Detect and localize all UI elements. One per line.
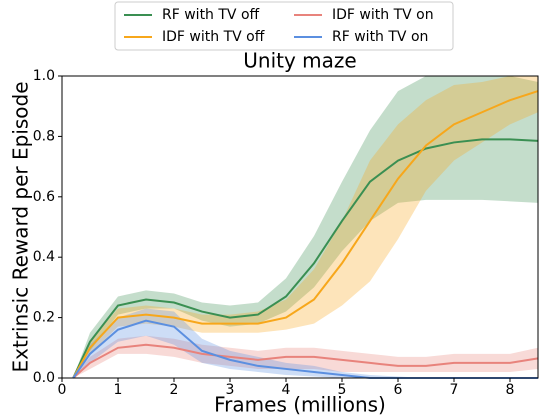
line (72, 343, 539, 379)
x-tick-label: 6 (394, 382, 403, 398)
line (72, 90, 539, 379)
x-tick-label: 3 (226, 382, 235, 398)
y-tick-label: 0.8 (33, 128, 55, 144)
y-tick-label: 0.4 (33, 249, 55, 265)
y-tick-label: 0.2 (33, 310, 55, 326)
legend-box (114, 1, 454, 51)
x-tick-label: 5 (338, 382, 347, 398)
x-tick-label: 7 (450, 382, 459, 398)
legend-text: RF with TV on (332, 29, 428, 45)
y-tick-label: 1.0 (33, 68, 55, 84)
y-tick-label: 0.6 (33, 189, 55, 205)
chart-title: Unity maze (243, 49, 356, 73)
x-tick-label: 2 (170, 382, 179, 398)
plot-frame (61, 75, 539, 379)
x-axis-label: Frames (millions) (214, 393, 386, 417)
x-tick-label: 8 (506, 382, 515, 398)
y-tick-label: 0.0 (33, 370, 55, 386)
x-tick-label: 1 (114, 382, 123, 398)
legend-text: RF with TV off (162, 7, 260, 23)
y-axis-label: Extrinsic Reward per Episode (9, 81, 33, 372)
legend-text: IDF with TV off (162, 29, 265, 45)
x-tick-label: 4 (282, 382, 291, 398)
line (72, 138, 539, 379)
legend-text: IDF with TV on (332, 7, 434, 23)
x-tick-label: 0 (58, 382, 67, 398)
